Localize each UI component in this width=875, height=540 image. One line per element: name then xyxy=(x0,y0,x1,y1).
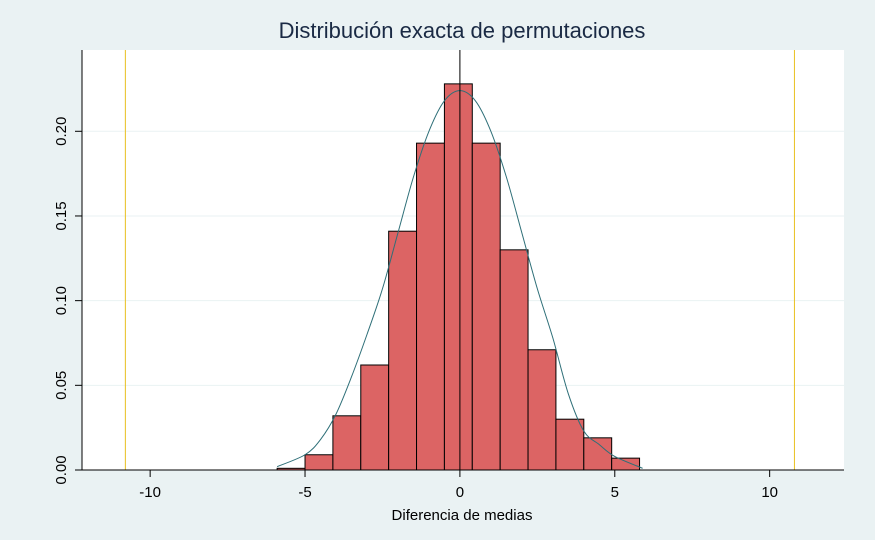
histogram-bar-12 xyxy=(611,457,641,471)
y-tick-label-2: 0.10 xyxy=(53,286,70,315)
histogram-bars xyxy=(276,83,641,471)
x-tick-label-1: -5 xyxy=(298,484,311,501)
x-axis-ticks: -10 -5 0 5 10 xyxy=(139,470,778,501)
y-tick-label-0: 0.00 xyxy=(53,455,70,484)
x-tick-label-4: 10 xyxy=(761,484,778,501)
histogram-bar-1 xyxy=(304,454,334,471)
x-axis-title: Diferencia de medias xyxy=(392,507,533,524)
y-tick-label-1: 0.05 xyxy=(53,371,70,400)
x-tick-label-3: 5 xyxy=(611,484,619,501)
axes xyxy=(81,50,844,471)
histogram-bar-4 xyxy=(388,230,418,471)
histogram-bar-6 xyxy=(443,83,473,471)
x-tick-label-0: -10 xyxy=(139,484,161,501)
histogram-bar-9 xyxy=(527,349,557,471)
histogram-bar-10 xyxy=(555,418,585,471)
chart-title: Distribución exacta de permutaciones xyxy=(279,18,646,43)
y-tick-label-3: 0.15 xyxy=(53,201,70,230)
y-axis-ticks: 0.00 0.05 0.10 0.15 0.20 xyxy=(53,117,82,485)
histogram-bar-8 xyxy=(499,249,529,471)
histogram-bar-7 xyxy=(471,142,501,471)
histogram-bar-2 xyxy=(332,415,362,471)
x-tick-label-2: 0 xyxy=(456,484,464,501)
histogram-bar-5 xyxy=(416,142,445,471)
histogram-bar-11 xyxy=(583,437,613,471)
histogram-bar-3 xyxy=(360,364,390,471)
reference-lines xyxy=(124,50,795,470)
y-tick-label-4: 0.20 xyxy=(53,117,70,146)
